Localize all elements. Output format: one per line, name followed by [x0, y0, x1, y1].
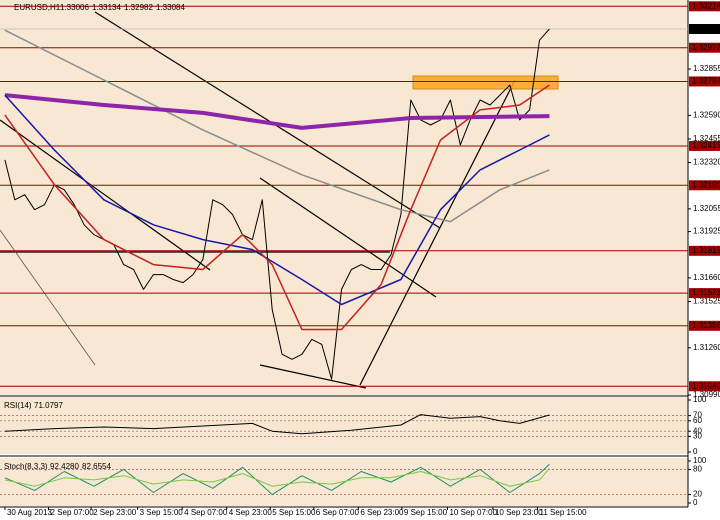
- level-label: 1.32415: [692, 141, 720, 150]
- level-tag: [689, 42, 720, 53]
- x-tick-label: 2 Sep 07:00: [51, 508, 95, 517]
- level-label: 1.31386: [692, 321, 720, 330]
- level-tag: [689, 245, 720, 256]
- last-price-tag: [689, 24, 720, 35]
- y-tick-label: 100: [693, 395, 707, 404]
- readout: 92.4280: [50, 462, 79, 471]
- quote: 1.33006: [60, 3, 89, 12]
- y-tick-label: 1.30990: [693, 390, 720, 399]
- series-line: [4, 28, 550, 380]
- level-label: 1.32977: [692, 43, 720, 52]
- last-price-label: 1.33084: [692, 24, 720, 33]
- level-label: 1.33214: [692, 1, 720, 10]
- x-tick-label: 2 Sep 23:00: [93, 508, 137, 517]
- level-tag: [689, 320, 720, 331]
- rsi-panel: [0, 397, 688, 454]
- trendline: [359, 79, 516, 386]
- level-label: 1.32190: [692, 180, 720, 189]
- chart-title: EURUSD,H1: [14, 3, 61, 12]
- x-tick-label: 6 Sep 23:00: [360, 508, 404, 517]
- level-tag: [689, 1, 720, 12]
- quote: 1.33134: [92, 3, 121, 12]
- series-line: [4, 84, 550, 331]
- y-tick-label: 70: [693, 411, 702, 420]
- x-tick-label: 4 Sep 23:00: [229, 508, 273, 517]
- x-tick-label: 5 Sep 15:00: [272, 508, 316, 517]
- x-tick-label: 9 Sep 15:00: [404, 508, 448, 517]
- level-tag: [689, 381, 720, 392]
- series-line: [4, 463, 550, 496]
- panel-title: Stoch(8,3,3): [4, 462, 48, 471]
- quote: 1.33084: [156, 3, 185, 12]
- x-tick-label: 6 Sep 07:00: [316, 508, 360, 517]
- level-tag: [689, 140, 720, 151]
- panel-title: RSI(14): [4, 401, 32, 410]
- y-tick-label: 1.31525: [693, 297, 720, 306]
- level-tag: [689, 288, 720, 299]
- x-tick-label: 3 Sep 15:00: [140, 508, 184, 517]
- resistance-zone: [412, 75, 559, 90]
- y-tick-label: 20: [693, 490, 702, 499]
- x-tick-label: 30 Aug 2013: [7, 508, 52, 517]
- readout: 82.6554: [82, 462, 111, 471]
- series-line: [4, 29, 550, 223]
- y-tick-label: 1.32055: [693, 204, 720, 213]
- y-tick-label: 1.31260: [693, 343, 720, 352]
- y-tick-label: 0: [693, 498, 698, 507]
- y-tick-label: 100: [693, 456, 707, 465]
- series-line: [4, 414, 550, 435]
- y-tick-label: 1.32590: [693, 110, 720, 119]
- x-tick-label: 11 Sep 15:00: [540, 508, 588, 517]
- series-line: [4, 93, 550, 130]
- x-tick-label: 4 Sep 07:00: [184, 508, 228, 517]
- level-tag: [689, 180, 720, 191]
- quote: 1.32982: [124, 3, 153, 12]
- series-line: [4, 94, 550, 306]
- series-line: [4, 467, 550, 487]
- y-tick-label: 1.31660: [693, 273, 720, 282]
- level-label: 1.32784: [692, 77, 720, 86]
- price-panel: [0, 0, 688, 395]
- x-tick-label: 10 Sep 23:00: [495, 508, 543, 517]
- y-tick-label: 1.32855: [693, 64, 720, 73]
- y-tick-label: 30: [693, 432, 702, 441]
- y-tick-label: 40: [693, 426, 702, 435]
- trendline: [259, 177, 437, 298]
- level-label: 1.31815: [692, 246, 720, 255]
- y-tick-label: 1.31925: [693, 227, 720, 236]
- trendline: [0, 119, 211, 271]
- trendline: [0, 229, 96, 366]
- y-tick-label: 1.32320: [693, 158, 720, 167]
- y-tick-label: 0: [693, 447, 698, 456]
- level-label: 1.31040: [692, 381, 720, 390]
- level-label: 1.31573: [692, 288, 720, 297]
- x-tick-label: 10 Sep 07:00: [449, 508, 497, 517]
- readout: 71.0797: [34, 401, 63, 410]
- y-tick-label: 60: [693, 416, 702, 425]
- y-tick-label: 80: [693, 465, 702, 474]
- level-tag: [689, 76, 720, 87]
- trendline: [259, 364, 367, 389]
- y-tick-label: 1.32455: [693, 134, 720, 143]
